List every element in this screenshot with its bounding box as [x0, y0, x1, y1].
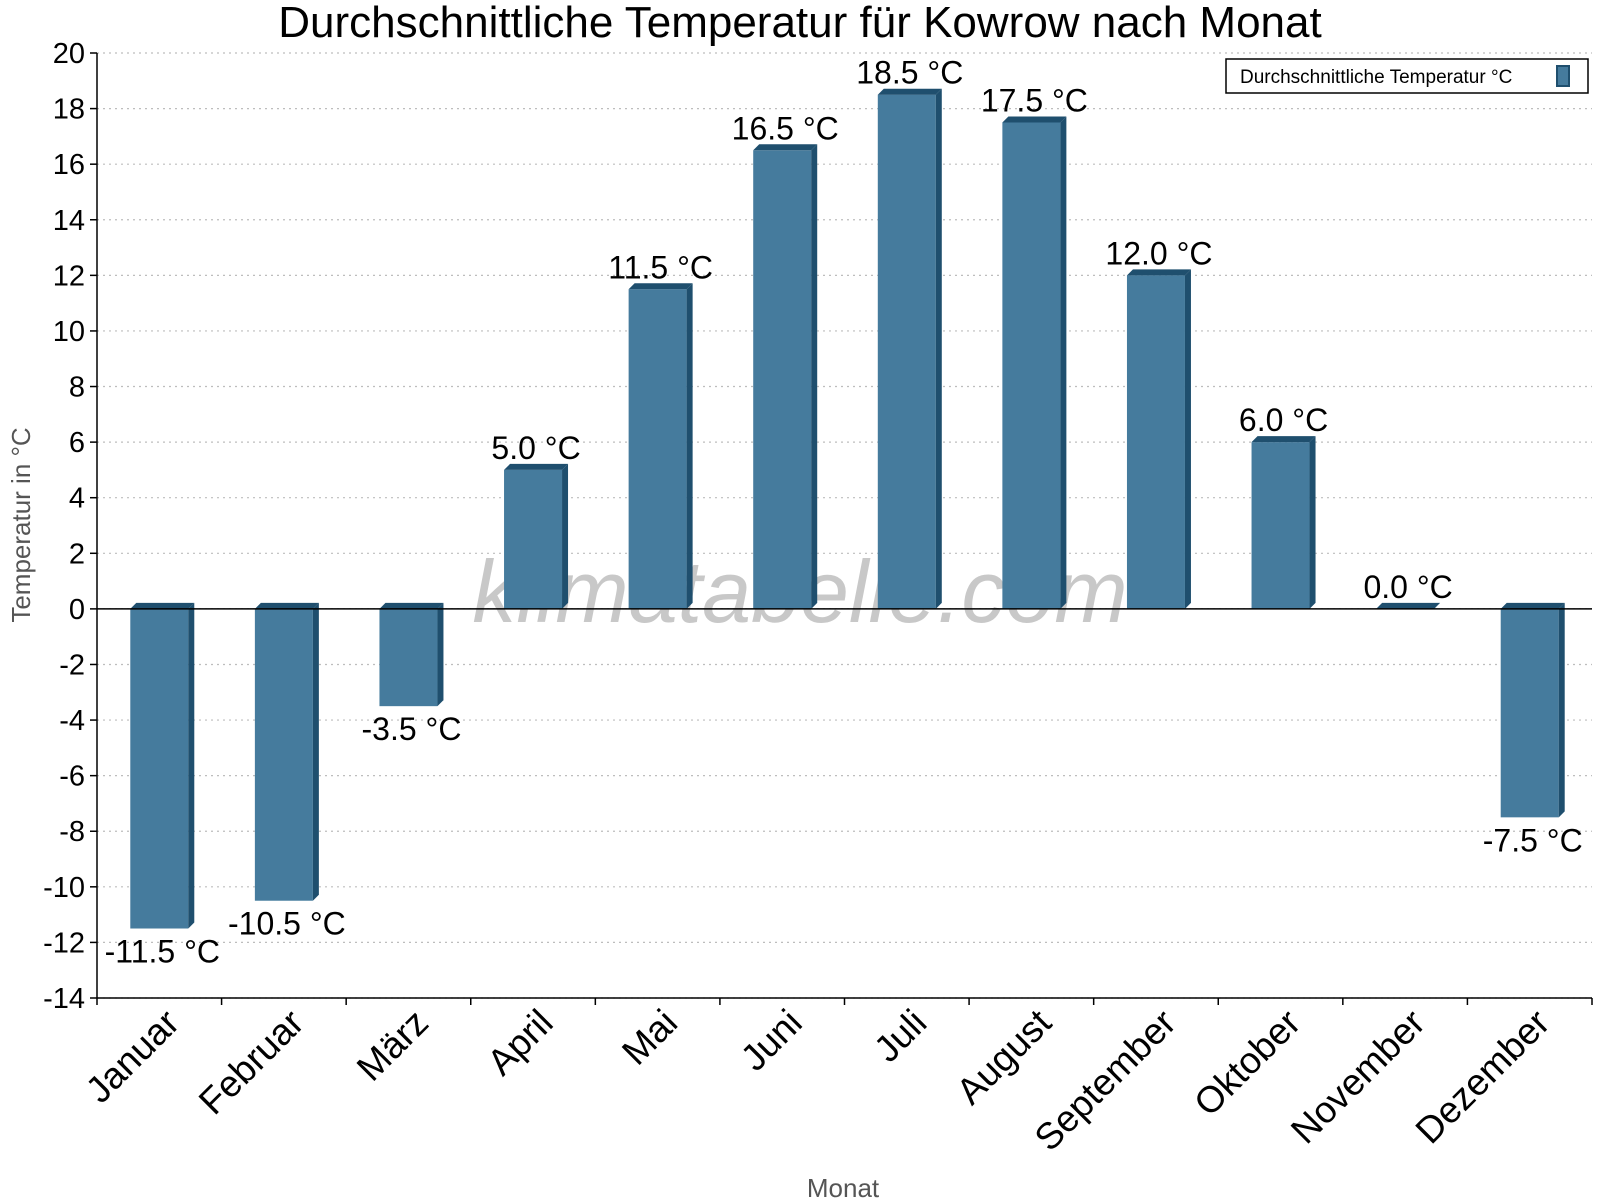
- bar-side: [437, 602, 444, 707]
- bar-top: [1376, 602, 1441, 609]
- y-tick-label: 2: [69, 538, 85, 570]
- legend: Durchschnittliche Temperatur °C: [1225, 58, 1589, 94]
- bar-top: [1126, 269, 1191, 276]
- bar-top: [628, 283, 693, 290]
- data-label: -10.5 °C: [228, 906, 346, 942]
- x-tick-label: Juli: [866, 1002, 934, 1070]
- gridlines: [97, 52, 1592, 999]
- bar-top: [1002, 116, 1067, 123]
- data-label: 16.5 °C: [732, 110, 839, 146]
- legend-box: [1225, 58, 1589, 94]
- x-tick-label: Februar: [191, 1002, 312, 1123]
- data-label: -11.5 °C: [105, 934, 220, 970]
- bar-side: [312, 602, 319, 901]
- bar-side: [686, 283, 693, 609]
- y-axis-title: Temperatur in °C: [6, 427, 36, 622]
- x-axis-title: Monat: [807, 1173, 880, 1200]
- data-label: 12.0 °C: [1105, 235, 1212, 271]
- bar-september: [1126, 269, 1191, 609]
- bar-top: [379, 602, 444, 609]
- bar-top: [1251, 436, 1316, 443]
- y-tick-label: 10: [53, 316, 85, 348]
- bar-dezember: [1500, 602, 1565, 818]
- bar-januar: [130, 602, 195, 929]
- bar-front: [379, 608, 438, 707]
- x-tick-label: Januar: [78, 1002, 187, 1111]
- chart-title: Durchschnittliche Temperatur für Kowrow …: [278, 0, 1322, 47]
- bar-april: [504, 463, 569, 609]
- bar-top: [254, 602, 319, 609]
- bar-august: [1002, 116, 1067, 609]
- y-tick-label: 8: [69, 372, 85, 404]
- y-tick-label: -10: [43, 872, 85, 904]
- bar-front: [254, 608, 313, 901]
- y-tick-label: -14: [43, 983, 85, 1015]
- y-tick-label: 14: [53, 205, 85, 237]
- y-tick-label: 16: [53, 149, 85, 181]
- bar-front: [877, 94, 936, 609]
- bar-side: [1060, 116, 1067, 609]
- bar-side: [811, 144, 818, 609]
- bar-side: [1184, 269, 1191, 609]
- x-tick-label: August: [949, 1001, 1060, 1112]
- data-label: -7.5 °C: [1483, 822, 1583, 858]
- data-label: 5.0 °C: [491, 430, 580, 466]
- bar-top: [877, 88, 942, 95]
- bar-front: [1126, 275, 1185, 609]
- bar-top: [753, 144, 818, 151]
- x-tick-label: April: [479, 1002, 560, 1083]
- x-tick-label: November: [1283, 1002, 1433, 1152]
- y-tick-label: 0: [69, 594, 85, 626]
- bar-front: [753, 150, 812, 609]
- data-label: 11.5 °C: [608, 249, 713, 285]
- legend-label: Durchschnittliche Temperatur °C: [1240, 67, 1512, 88]
- bar-top: [504, 463, 569, 470]
- data-label: -3.5 °C: [361, 711, 461, 747]
- bar-front: [628, 289, 687, 609]
- bar-front: [1500, 608, 1559, 818]
- y-tick-label: -4: [59, 705, 85, 737]
- x-tick-label: Mai: [614, 1002, 685, 1073]
- bar-front: [1002, 122, 1061, 609]
- data-label: 18.5 °C: [856, 55, 963, 91]
- bar-märz: [379, 602, 444, 707]
- bar-mai: [628, 283, 693, 609]
- legend-swatch: [1556, 65, 1570, 87]
- y-tick-label: -6: [59, 761, 85, 793]
- bar-top: [130, 602, 195, 609]
- y-tick-label: 4: [69, 483, 85, 515]
- bar-front: [130, 608, 189, 929]
- bar-oktober: [1251, 436, 1316, 609]
- bar-februar: [254, 602, 319, 901]
- y-tick-label: 12: [53, 260, 85, 292]
- y-tick-label: 20: [53, 38, 85, 70]
- bar-side: [1309, 436, 1316, 609]
- x-tick-label: Dezember: [1408, 1002, 1558, 1152]
- bar-front: [504, 469, 563, 609]
- bar-juni: [753, 144, 818, 609]
- x-tick-label: Juni: [733, 1002, 810, 1079]
- bar-side: [1558, 602, 1565, 818]
- bar-front: [1251, 442, 1310, 609]
- x-tick-label: März: [349, 1002, 436, 1089]
- data-labels: -11.5 °C-10.5 °C -3.5 °C 5.0 °C 11.5 °C 16.5…: [105, 55, 1583, 970]
- y-tick-label: 18: [53, 94, 85, 126]
- bar-juli: [877, 88, 942, 609]
- bar-side: [935, 88, 942, 609]
- x-tick-label: Oktober: [1186, 1002, 1308, 1124]
- y-tick-label: -8: [59, 816, 85, 848]
- data-label: 0.0 °C: [1363, 569, 1452, 605]
- bars: [130, 88, 1565, 929]
- bar-side: [188, 602, 195, 929]
- data-label: 17.5 °C: [981, 82, 1088, 118]
- y-tick-label: 6: [69, 427, 85, 459]
- bar-top: [1500, 602, 1565, 609]
- y-tick-label: -12: [43, 927, 85, 959]
- y-tick-label: -2: [59, 649, 85, 681]
- data-label: 6.0 °C: [1239, 402, 1328, 438]
- bar-side: [562, 463, 569, 609]
